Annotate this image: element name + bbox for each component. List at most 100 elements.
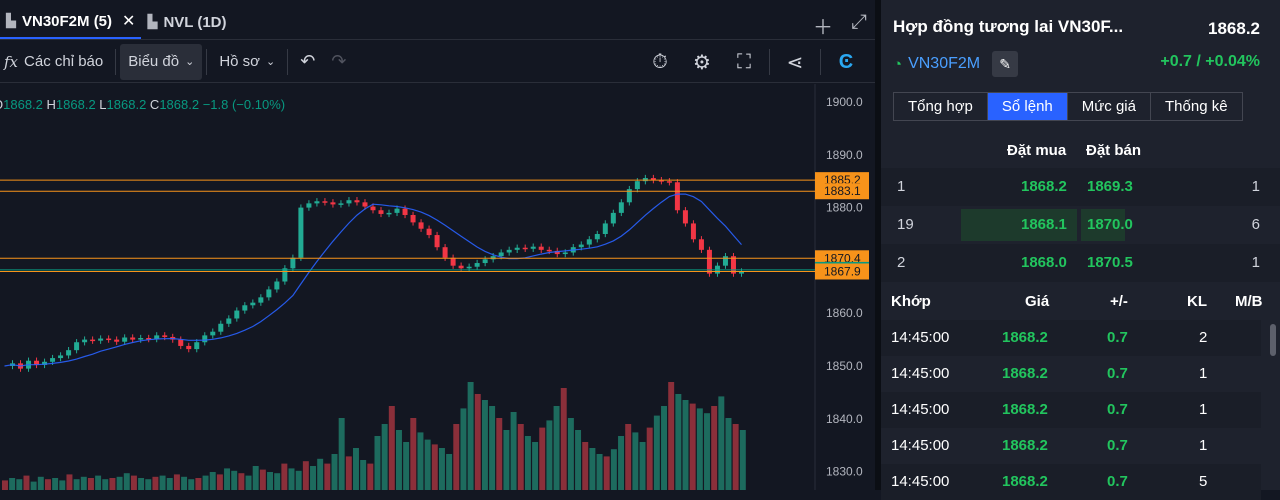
bid-qty: 19 [897, 216, 914, 233]
candle-body [442, 247, 448, 258]
price-chart[interactable]: 1900.01890.01880.01870.01860.01850.01840… [0, 84, 875, 490]
candle-body [402, 208, 408, 215]
volume-bar [388, 406, 395, 490]
replay-icon[interactable]: ⏱ [652, 50, 668, 73]
volume-bar [16, 479, 23, 490]
volume-bar [646, 427, 653, 490]
volume-bar [560, 388, 567, 490]
candle-body [258, 297, 264, 303]
volume-bar [267, 472, 274, 490]
scrollbar-thumb[interactable] [1270, 324, 1276, 356]
chart-canvas[interactable]: 1900.01890.01880.01870.01860.01850.01840… [0, 84, 875, 490]
volume-bar [410, 418, 417, 490]
profile-dropdown[interactable]: Hồ sơ ⌄ [211, 44, 283, 80]
toolbar-right-icons: ⏱ ⚙ ⛶ ⋖ Ͼ [639, 41, 867, 83]
trade-change: 0.7 [1107, 365, 1128, 382]
volume-bar [252, 466, 259, 490]
volume-bar [711, 406, 718, 490]
volume-bar [438, 448, 445, 490]
share-icon[interactable]: ⋖ [786, 51, 804, 74]
volume-bar [102, 479, 109, 490]
tab-orderbook[interactable]: Sổ lệnh [987, 93, 1068, 120]
volume-bar [138, 478, 145, 490]
volume-bar [539, 427, 546, 490]
candle-body [82, 339, 88, 343]
ohlc-low: 1868.2 [106, 97, 147, 112]
orderbook-row[interactable]: 1 1868.2 1869.3 1 [881, 168, 1280, 206]
chart-type-dropdown[interactable]: Biểu đồ ⌄ [120, 43, 203, 80]
candle-body [266, 289, 272, 298]
candle-body [626, 189, 632, 203]
candle-body [50, 358, 56, 362]
volume-bar [345, 456, 352, 490]
volume-bar [639, 442, 646, 490]
tab-actions: ＋ ⤢ [813, 11, 867, 40]
price-badge [815, 183, 869, 200]
ask-qty: 1 [1251, 178, 1260, 195]
volume-bar [87, 478, 94, 490]
volume-bar [589, 448, 596, 490]
ask-depth-bar [1081, 209, 1125, 241]
tab-summary[interactable]: Tổng hợp [894, 93, 988, 120]
pane-divider[interactable] [875, 0, 881, 490]
edit-icon[interactable]: ✎ [992, 51, 1019, 77]
y-tick-label: 1850.0 [826, 359, 863, 373]
close-icon[interactable]: ✕ [122, 13, 136, 30]
volume-bar [553, 406, 560, 490]
tab-nvl[interactable]: ▙ NVL (1D) [141, 5, 232, 39]
candle-body [90, 339, 96, 342]
trade-row[interactable]: 14:45:00 1868.2 0.7 2 [881, 320, 1261, 356]
col-side: M/B [1235, 293, 1263, 310]
candle-body [338, 203, 344, 205]
volume-bar [95, 475, 102, 490]
trade-row[interactable]: 14:45:00 1868.2 0.7 1 [881, 392, 1261, 428]
candle-body [202, 335, 208, 343]
symbol-label[interactable]: VN30F2M [908, 55, 981, 72]
volume-bar [9, 478, 16, 490]
volume-bar [725, 418, 732, 490]
orderbook-row[interactable]: 19 1868.1 1870.0 6 [881, 206, 1280, 244]
orderbook-row[interactable]: 2 1868.0 1870.5 1 [881, 244, 1280, 282]
candle-body [554, 250, 560, 255]
volume-bar [338, 418, 345, 490]
trade-row[interactable]: 14:45:00 1868.2 0.7 1 [881, 428, 1261, 464]
redo-button[interactable]: ↷ [331, 51, 347, 71]
trade-row[interactable]: 14:45:00 1868.2 0.7 1 [881, 356, 1261, 392]
fullscreen-icon[interactable]: ⛶ [737, 50, 751, 73]
volume-bar [66, 474, 73, 490]
price-change: +0.7 / +0.04% [1160, 53, 1260, 70]
volume-bar [224, 468, 231, 490]
candle-body [666, 181, 672, 183]
tab-label: NVL (1D) [163, 13, 227, 31]
ohlc-change: −1.8 (−0.10%) [202, 97, 286, 112]
tab-price-levels[interactable]: Mức giá [1067, 93, 1151, 120]
volume-bar [195, 478, 202, 490]
trade-price: 1868.2 [1002, 437, 1048, 454]
candle-body [178, 339, 184, 346]
candle-body [506, 249, 512, 253]
volume-bar [30, 481, 37, 490]
trades-scrollbar[interactable] [1266, 320, 1280, 490]
volume-bar [417, 432, 424, 490]
volume-bar [331, 454, 338, 490]
price-badge-label: 1867.9 [824, 264, 861, 278]
tab-statistics[interactable]: Thống kê [1151, 93, 1242, 120]
volume-bar [295, 470, 302, 490]
gear-icon[interactable]: ⚙ [693, 51, 711, 74]
y-tick-label: 1860.0 [826, 306, 863, 320]
ask-price: 1870.0 [1087, 216, 1133, 233]
volume-bar [181, 476, 188, 490]
candle-body [354, 200, 360, 203]
volume-bar [188, 479, 195, 490]
indicators-button[interactable]: 𝑓x Các chỉ báo [0, 44, 111, 80]
expand-icon[interactable]: ⤢ [851, 11, 867, 33]
moving-average-line [4, 193, 742, 367]
price-badge-label: 1883.1 [824, 184, 861, 198]
trade-row[interactable]: 14:45:00 1868.2 0.7 5 [881, 464, 1261, 500]
brand-logo-icon: Ͼ [838, 50, 854, 73]
volume-bar [489, 406, 496, 490]
ask-qty: 6 [1251, 216, 1260, 233]
add-icon[interactable]: ＋ [813, 17, 833, 39]
undo-button[interactable]: ↶ [300, 51, 316, 71]
tab-vn30f2m[interactable]: ▙ VN30F2M (5) ✕ [0, 5, 142, 39]
